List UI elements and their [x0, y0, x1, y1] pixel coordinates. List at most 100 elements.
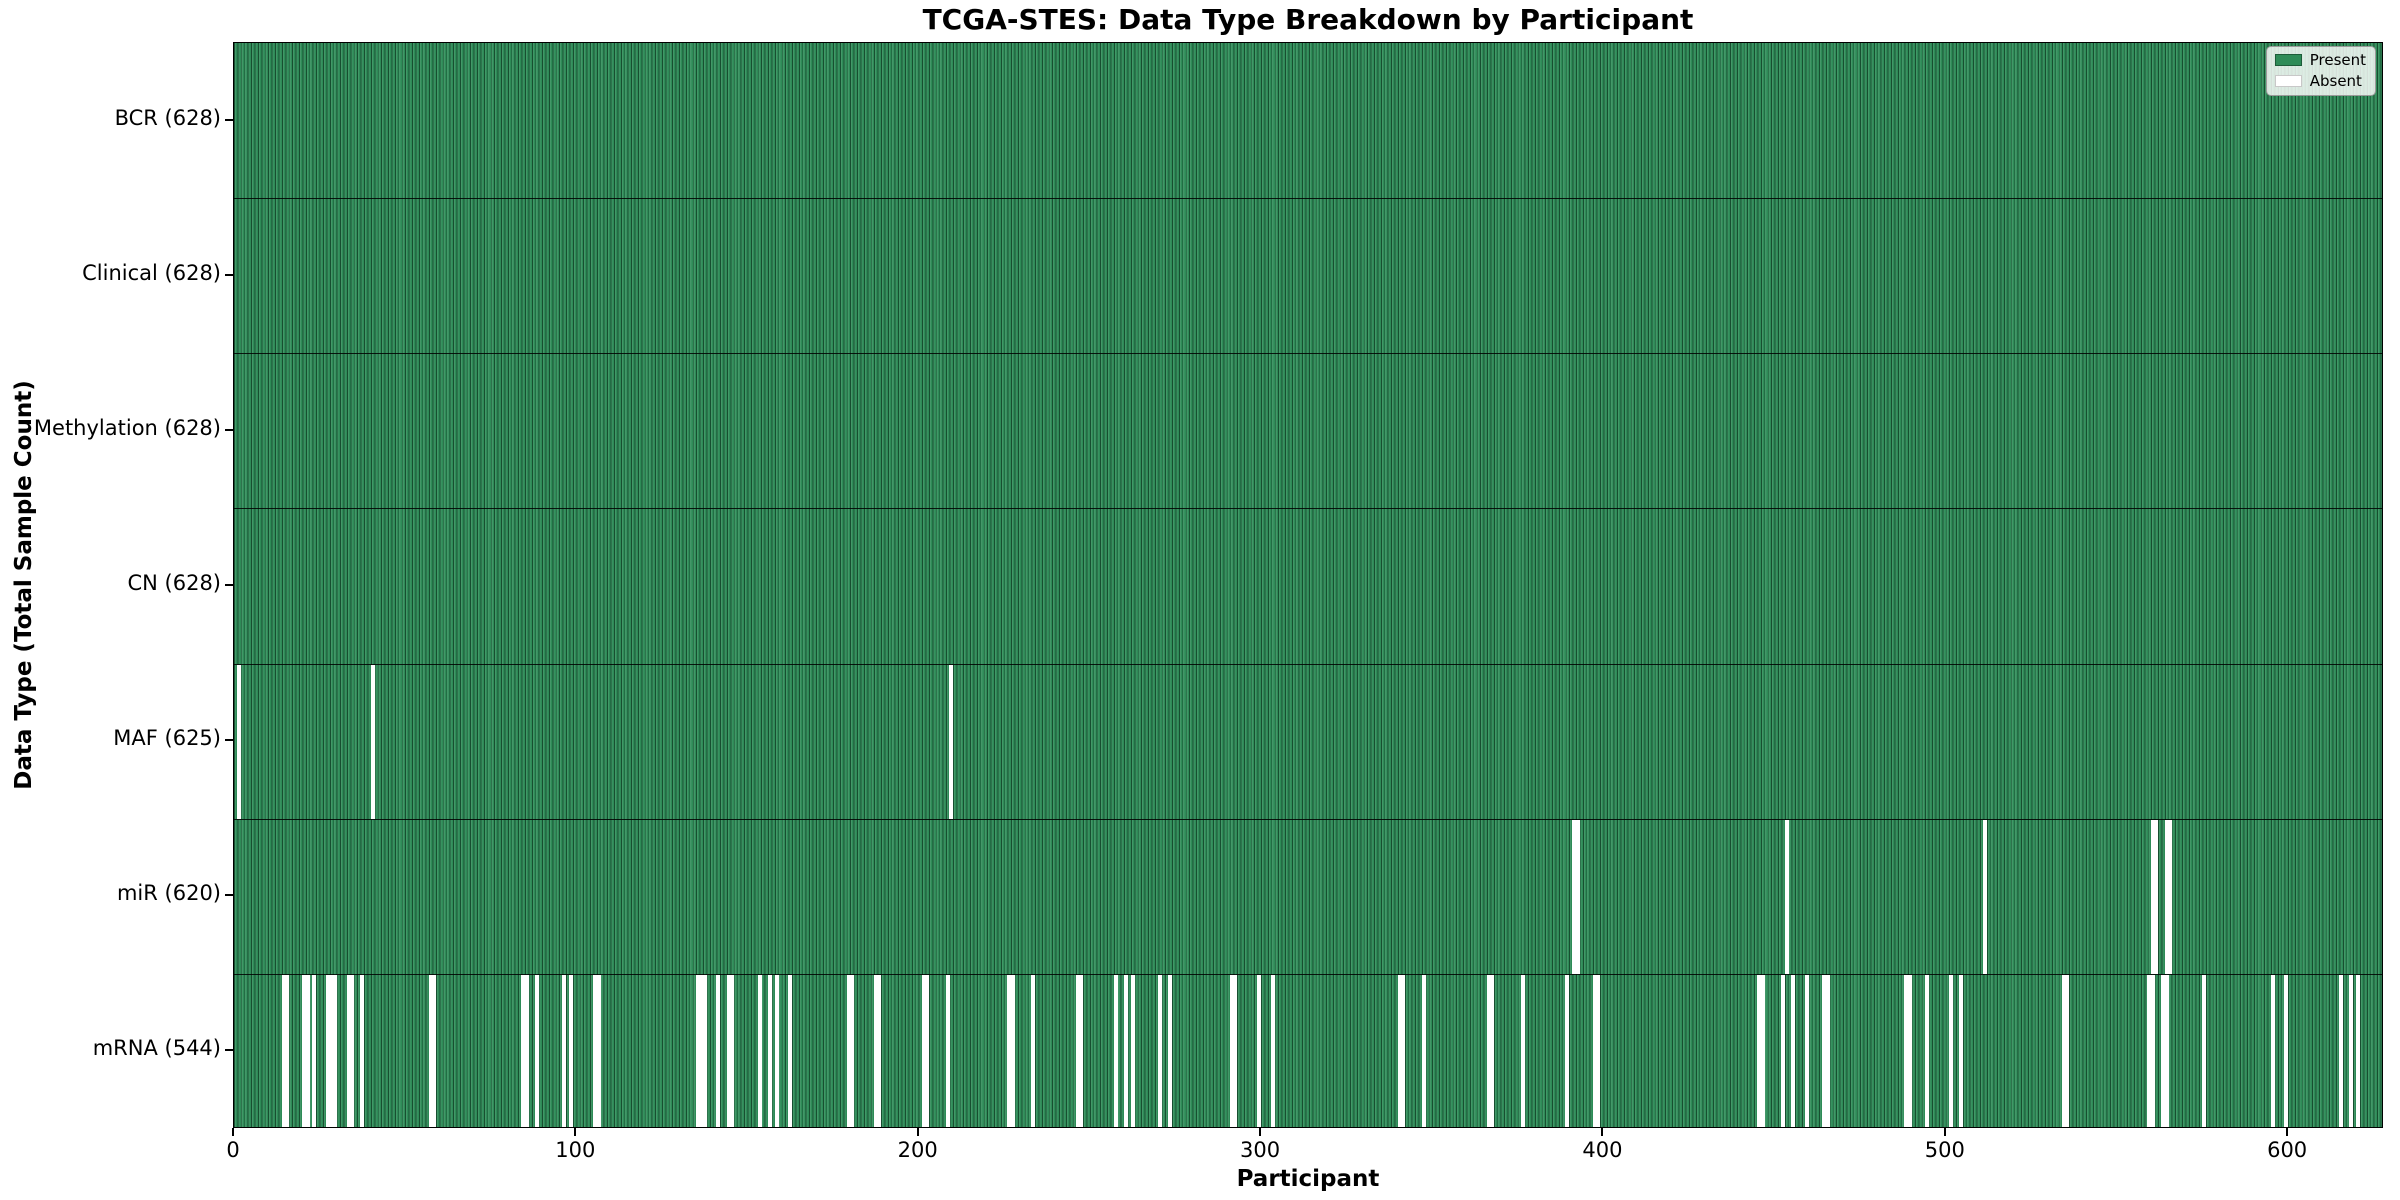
absent-bar — [925, 974, 930, 1127]
x-tick-label: 200 — [897, 1138, 938, 1162]
y-tick — [225, 584, 233, 586]
absent-bar — [281, 974, 286, 1127]
absent-bar — [1490, 974, 1495, 1127]
absent-bar — [370, 664, 375, 819]
absent-bar — [1822, 974, 1827, 1127]
absent-bar — [1565, 974, 1570, 1127]
x-tick-label: 600 — [2267, 1138, 2308, 1162]
y-tick-label: CN (628) — [127, 571, 221, 595]
absent-bar — [1781, 974, 1786, 1127]
absent-bar — [1158, 974, 1163, 1127]
absent-bar — [849, 974, 854, 1127]
absent-bar — [1596, 974, 1601, 1127]
y-tick-label: Methylation (628) — [33, 415, 221, 440]
absent-bar — [569, 974, 574, 1127]
absent-bar — [877, 974, 882, 1127]
absent-bar — [1924, 974, 1929, 1127]
y-tick-label: Clinical (628) — [82, 260, 221, 285]
absent-bar — [774, 974, 779, 1127]
y-tick-label: mRNA (544) — [92, 1036, 221, 1061]
absent-bar — [945, 974, 950, 1127]
absent-bar — [1959, 974, 1964, 1127]
absent-bar — [1257, 974, 1262, 1127]
absent-bar — [2356, 974, 2361, 1127]
x-tick — [916, 1128, 919, 1136]
legend-swatch-absent — [2274, 74, 2302, 87]
absent-bar — [1075, 974, 1080, 1127]
absent-bar — [1130, 974, 1135, 1127]
absent-bar — [1229, 974, 1234, 1127]
absent-bar — [1572, 819, 1577, 974]
y-tick — [225, 428, 233, 431]
y-tick — [225, 739, 233, 742]
absent-bar — [2349, 974, 2354, 1127]
absent-bar — [360, 974, 365, 1127]
absent-bar — [921, 974, 926, 1127]
row-maf — [234, 663, 2382, 819]
row-cn — [234, 508, 2382, 664]
absent-bar — [346, 974, 351, 1127]
y-tick — [225, 273, 233, 276]
y-tick-label: miR (620) — [116, 881, 221, 906]
absent-bar — [1983, 819, 1988, 974]
absent-bar — [2150, 819, 2155, 974]
absent-bar — [2202, 974, 2207, 1127]
absent-bar — [326, 974, 331, 1127]
absent-bar — [1760, 974, 1765, 1127]
absent-bar — [521, 974, 526, 1127]
absent-bar — [2164, 974, 2169, 1127]
row-bcr — [234, 43, 2382, 199]
absent-bar — [1825, 974, 1830, 1127]
absent-bar — [702, 974, 707, 1127]
absent-bar — [305, 974, 310, 1127]
absent-bar — [2154, 819, 2159, 974]
absent-bar — [1757, 974, 1762, 1127]
x-tick-label: 0 — [226, 1138, 240, 1162]
absent-bar — [1031, 974, 1036, 1127]
absent-bar — [312, 974, 317, 1127]
row-clinical — [234, 198, 2382, 354]
absent-bar — [1784, 819, 1789, 974]
absent-bar — [534, 974, 539, 1127]
absent-bar — [329, 974, 334, 1127]
y-tick-label: MAF (625) — [113, 726, 221, 751]
absent-bar — [1805, 974, 1810, 1127]
legend-swatch-present — [2274, 54, 2302, 67]
absent-bar — [1791, 974, 1796, 1127]
x-tick — [2286, 1128, 2289, 1136]
absent-bar — [1123, 974, 1128, 1127]
absent-bar — [2168, 819, 2173, 974]
absent-bar — [432, 974, 437, 1127]
x-tick — [1259, 1128, 1262, 1136]
absent-bar — [695, 974, 700, 1127]
absent-bar — [716, 974, 721, 1127]
legend-label-absent: Absent — [2309, 71, 2362, 90]
y-tick — [225, 118, 233, 121]
absent-bar — [730, 974, 735, 1127]
legend: Present Absent — [2265, 46, 2376, 96]
absent-bar — [237, 664, 242, 819]
row-methylation — [234, 353, 2382, 509]
x-tick-label: 500 — [1924, 1138, 1965, 1162]
absent-bar — [593, 974, 598, 1127]
absent-bar — [1007, 974, 1012, 1127]
absent-bar — [767, 974, 772, 1127]
legend-label-present: Present — [2309, 51, 2366, 69]
x-tick — [1601, 1128, 1604, 1136]
chart-title: TCGA-STES: Data Type Breakdown by Partic… — [922, 3, 1694, 36]
absent-bar — [2161, 974, 2166, 1127]
absent-bar — [699, 974, 704, 1127]
x-tick — [574, 1128, 577, 1136]
absent-bar — [1401, 974, 1406, 1127]
absent-bar — [350, 974, 355, 1127]
absent-bar — [726, 974, 731, 1127]
legend-item-present: Present — [2274, 51, 2366, 69]
absent-bar — [1575, 819, 1580, 974]
x-axis-title: Participant — [1236, 1166, 1380, 1192]
absent-bar — [2164, 819, 2169, 974]
absent-bar — [2065, 974, 2070, 1127]
absent-bar — [1113, 974, 1118, 1127]
y-tick — [225, 894, 233, 897]
absent-bar — [2061, 974, 2066, 1127]
